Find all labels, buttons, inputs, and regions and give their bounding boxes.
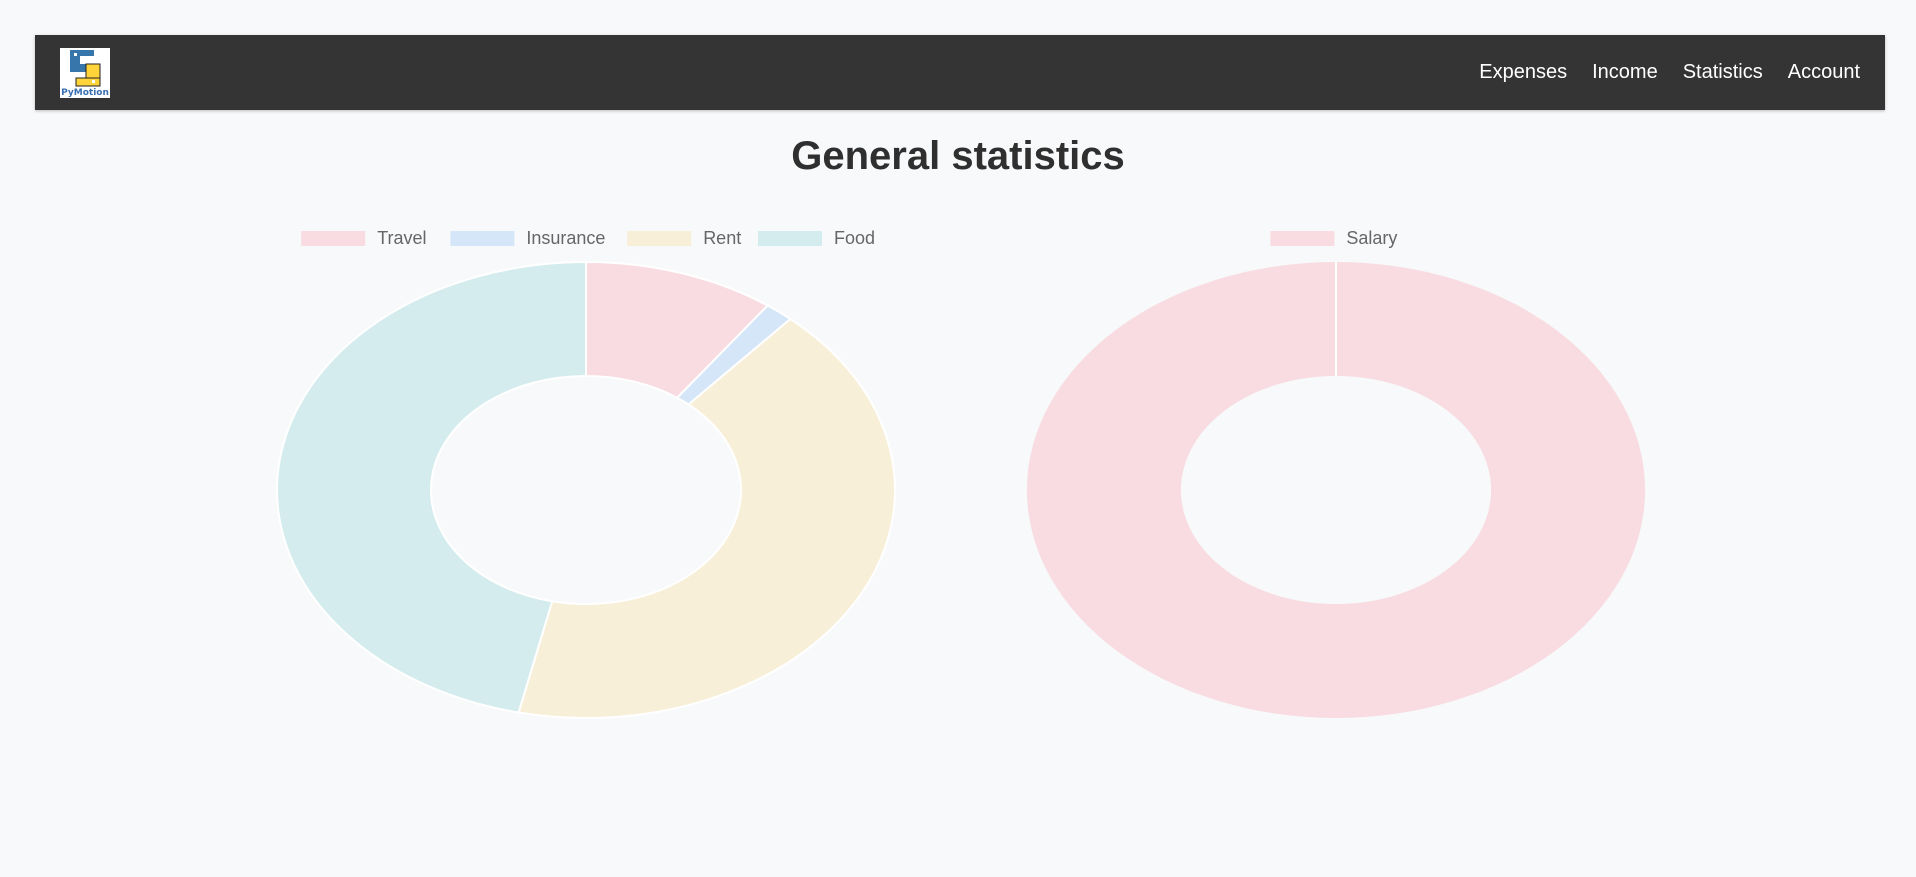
slice-food[interactable] bbox=[276, 260, 587, 714]
legend-item-travel[interactable]: Travel bbox=[301, 228, 427, 248]
legend-item-insurance[interactable]: Insurance bbox=[450, 228, 605, 248]
nav-link-income[interactable]: Income bbox=[1592, 61, 1658, 83]
nav-links: Expenses Income Statistics Account bbox=[1454, 35, 1860, 110]
legend-label-salary: Salary bbox=[1346, 228, 1397, 248]
legend-label-rent: Rent bbox=[703, 228, 741, 248]
legend-swatch-salary bbox=[1270, 231, 1335, 246]
legend-swatch-food bbox=[758, 231, 822, 246]
nav-link-expenses[interactable]: Expenses bbox=[1479, 61, 1568, 83]
doughnut-chart-1: Travel Insurance Rent Food bbox=[276, 228, 896, 719]
legend-item-food[interactable]: Food bbox=[758, 228, 875, 248]
logo-text: PyMotion bbox=[61, 88, 109, 98]
python-logo-icon bbox=[70, 50, 101, 87]
legend-swatch-rent bbox=[627, 231, 692, 246]
slice-rent[interactable] bbox=[517, 317, 896, 719]
legend-label-insurance: Insurance bbox=[526, 228, 605, 248]
doughnut-chart-2: Salary bbox=[1026, 228, 1646, 719]
legend-label-travel: Travel bbox=[377, 228, 426, 248]
legend-label-food: Food bbox=[834, 228, 875, 248]
nav-link-statistics[interactable]: Statistics bbox=[1682, 61, 1763, 83]
chart-legend-1: Travel Insurance Rent Food bbox=[301, 228, 875, 248]
nav-link-account[interactable]: Account bbox=[1787, 61, 1860, 83]
app-logo[interactable]: PyMotion bbox=[60, 48, 110, 98]
navbar: PyMotion Expenses Income Statistics Acco… bbox=[35, 35, 1885, 110]
legend-swatch-insurance bbox=[450, 231, 515, 246]
legend-swatch-travel bbox=[301, 231, 366, 246]
legend-item-salary[interactable]: Salary bbox=[1270, 228, 1397, 248]
page-title: General statistics bbox=[791, 134, 1125, 178]
slice-salary[interactable] bbox=[1026, 262, 1646, 719]
chart-legend-2: Salary bbox=[1270, 228, 1397, 248]
legend-item-rent[interactable]: Rent bbox=[627, 228, 741, 248]
